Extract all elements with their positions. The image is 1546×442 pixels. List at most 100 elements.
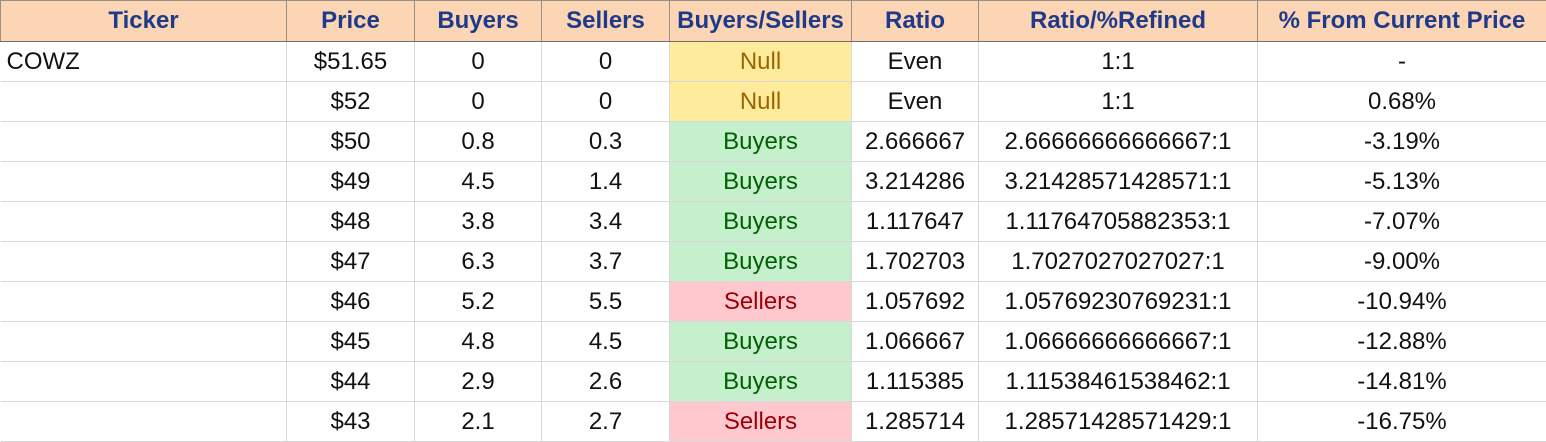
ratio-cell[interactable]: 1.117647 bbox=[851, 201, 979, 242]
price-cell[interactable]: $49 bbox=[286, 161, 415, 202]
table-body: COWZ $51.65 0 0 Null Even 1:1 - $52 0 0 … bbox=[0, 41, 1546, 442]
ticker-cell[interactable]: COWZ bbox=[0, 41, 287, 82]
pct-from-current-cell[interactable]: -10.94% bbox=[1257, 281, 1546, 322]
pct-from-current-cell[interactable]: 0.68% bbox=[1257, 81, 1546, 122]
table-row: $48 3.8 3.4 Buyers 1.117647 1.1176470588… bbox=[0, 201, 1546, 242]
sellers-cell[interactable]: 0 bbox=[541, 81, 670, 122]
ticker-cell[interactable] bbox=[0, 201, 287, 242]
ticker-cell[interactable] bbox=[0, 81, 287, 122]
table-row: $46 5.2 5.5 Sellers 1.057692 1.057692307… bbox=[0, 281, 1546, 322]
ratio-refined-cell[interactable]: 1:1 bbox=[978, 41, 1258, 82]
ratio-refined-cell[interactable]: 1.11538461538462:1 bbox=[978, 361, 1258, 402]
buyers-sellers-cell[interactable]: Buyers bbox=[669, 201, 852, 242]
pct-from-current-cell[interactable]: -3.19% bbox=[1257, 121, 1546, 162]
ratio-refined-cell[interactable]: 2.66666666666667:1 bbox=[978, 121, 1258, 162]
ratio-refined-cell[interactable]: 1.7027027027027:1 bbox=[978, 241, 1258, 282]
header-price[interactable]: Price bbox=[286, 0, 415, 42]
pct-from-current-cell[interactable]: -7.07% bbox=[1257, 201, 1546, 242]
table-row: $49 4.5 1.4 Buyers 3.214286 3.2142857142… bbox=[0, 161, 1546, 202]
ratio-cell[interactable]: Even bbox=[851, 81, 979, 122]
ticker-cell[interactable] bbox=[0, 321, 287, 362]
ratio-cell[interactable]: 1.702703 bbox=[851, 241, 979, 282]
header-buyers[interactable]: Buyers bbox=[414, 0, 542, 42]
sellers-cell[interactable]: 2.7 bbox=[541, 401, 670, 442]
ratio-cell[interactable]: Even bbox=[851, 41, 979, 82]
sellers-cell[interactable]: 3.7 bbox=[541, 241, 670, 282]
price-cell[interactable]: $45 bbox=[286, 321, 415, 362]
ratio-refined-cell[interactable]: 1:1 bbox=[978, 81, 1258, 122]
header-ratio[interactable]: Ratio bbox=[851, 0, 979, 42]
ratio-cell[interactable]: 1.115385 bbox=[851, 361, 979, 402]
sellers-cell[interactable]: 0 bbox=[541, 41, 670, 82]
header-pct-from-current[interactable]: % From Current Price bbox=[1257, 0, 1546, 42]
buyers-cell[interactable]: 0 bbox=[414, 81, 542, 122]
sellers-cell[interactable]: 3.4 bbox=[541, 201, 670, 242]
sellers-cell[interactable]: 5.5 bbox=[541, 281, 670, 322]
ratio-cell[interactable]: 1.285714 bbox=[851, 401, 979, 442]
buyers-sellers-cell[interactable]: Buyers bbox=[669, 121, 852, 162]
sellers-cell[interactable]: 1.4 bbox=[541, 161, 670, 202]
buyers-sellers-cell[interactable]: Buyers bbox=[669, 361, 852, 402]
ratio-refined-cell[interactable]: 1.28571428571429:1 bbox=[978, 401, 1258, 442]
buyers-cell[interactable]: 5.2 bbox=[414, 281, 542, 322]
price-cell[interactable]: $48 bbox=[286, 201, 415, 242]
ratio-cell[interactable]: 1.057692 bbox=[851, 281, 979, 322]
sellers-cell[interactable]: 2.6 bbox=[541, 361, 670, 402]
pct-from-current-cell[interactable]: -14.81% bbox=[1257, 361, 1546, 402]
buyers-cell[interactable]: 4.8 bbox=[414, 321, 542, 362]
buyers-sellers-cell[interactable]: Sellers bbox=[669, 281, 852, 322]
header-ticker[interactable]: Ticker bbox=[0, 0, 287, 42]
table-row: COWZ $51.65 0 0 Null Even 1:1 - bbox=[0, 41, 1546, 82]
ticker-cell[interactable] bbox=[0, 401, 287, 442]
price-cell[interactable]: $47 bbox=[286, 241, 415, 282]
table-row: $47 6.3 3.7 Buyers 1.702703 1.7027027027… bbox=[0, 241, 1546, 282]
header-buyers-sellers[interactable]: Buyers/Sellers bbox=[669, 0, 852, 42]
ratio-refined-cell[interactable]: 1.06666666666667:1 bbox=[978, 321, 1258, 362]
price-cell[interactable]: $44 bbox=[286, 361, 415, 402]
pct-from-current-cell[interactable]: -5.13% bbox=[1257, 161, 1546, 202]
pct-from-current-cell[interactable]: -12.88% bbox=[1257, 321, 1546, 362]
price-cell[interactable]: $50 bbox=[286, 121, 415, 162]
buyers-cell[interactable]: 6.3 bbox=[414, 241, 542, 282]
sellers-cell[interactable]: 4.5 bbox=[541, 321, 670, 362]
table-row: $45 4.8 4.5 Buyers 1.066667 1.0666666666… bbox=[0, 321, 1546, 362]
ticker-cell[interactable] bbox=[0, 161, 287, 202]
header-row: Ticker Price Buyers Sellers Buyers/Selle… bbox=[0, 0, 1546, 42]
buyers-sellers-cell[interactable]: Buyers bbox=[669, 161, 852, 202]
sellers-cell[interactable]: 0.3 bbox=[541, 121, 670, 162]
buyers-cell[interactable]: 2.9 bbox=[414, 361, 542, 402]
ticker-cell[interactable] bbox=[0, 361, 287, 402]
ratio-cell[interactable]: 3.214286 bbox=[851, 161, 979, 202]
ticker-cell[interactable] bbox=[0, 241, 287, 282]
buyers-sellers-cell[interactable]: Null bbox=[669, 41, 852, 82]
buyers-sellers-cell[interactable]: Null bbox=[669, 81, 852, 122]
ticker-cell[interactable] bbox=[0, 281, 287, 322]
buyers-cell[interactable]: 4.5 bbox=[414, 161, 542, 202]
pct-from-current-cell[interactable]: - bbox=[1257, 41, 1546, 82]
header-sellers[interactable]: Sellers bbox=[541, 0, 670, 42]
buyers-cell[interactable]: 0.8 bbox=[414, 121, 542, 162]
pct-from-current-cell[interactable]: -9.00% bbox=[1257, 241, 1546, 282]
ratio-refined-cell[interactable]: 1.05769230769231:1 bbox=[978, 281, 1258, 322]
buyers-cell[interactable]: 3.8 bbox=[414, 201, 542, 242]
ratio-refined-cell[interactable]: 3.21428571428571:1 bbox=[978, 161, 1258, 202]
price-cell[interactable]: $52 bbox=[286, 81, 415, 122]
table-row: $43 2.1 2.7 Sellers 1.285714 1.285714285… bbox=[0, 401, 1546, 442]
price-cell[interactable]: $51.65 bbox=[286, 41, 415, 82]
ticker-cell[interactable] bbox=[0, 121, 287, 162]
header-ratio-refined[interactable]: Ratio/%Refined bbox=[978, 0, 1258, 42]
ratio-refined-cell[interactable]: 1.11764705882353:1 bbox=[978, 201, 1258, 242]
buyers-sellers-cell[interactable]: Sellers bbox=[669, 401, 852, 442]
buyers-cell[interactable]: 0 bbox=[414, 41, 542, 82]
pct-from-current-cell[interactable]: -16.75% bbox=[1257, 401, 1546, 442]
buyers-sellers-cell[interactable]: Buyers bbox=[669, 241, 852, 282]
price-cell[interactable]: $43 bbox=[286, 401, 415, 442]
buyers-cell[interactable]: 2.1 bbox=[414, 401, 542, 442]
table-row: $44 2.9 2.6 Buyers 1.115385 1.1153846153… bbox=[0, 361, 1546, 402]
ratio-cell[interactable]: 1.066667 bbox=[851, 321, 979, 362]
table-row: $50 0.8 0.3 Buyers 2.666667 2.6666666666… bbox=[0, 121, 1546, 162]
ratio-cell[interactable]: 2.666667 bbox=[851, 121, 979, 162]
buyers-sellers-cell[interactable]: Buyers bbox=[669, 321, 852, 362]
price-cell[interactable]: $46 bbox=[286, 281, 415, 322]
